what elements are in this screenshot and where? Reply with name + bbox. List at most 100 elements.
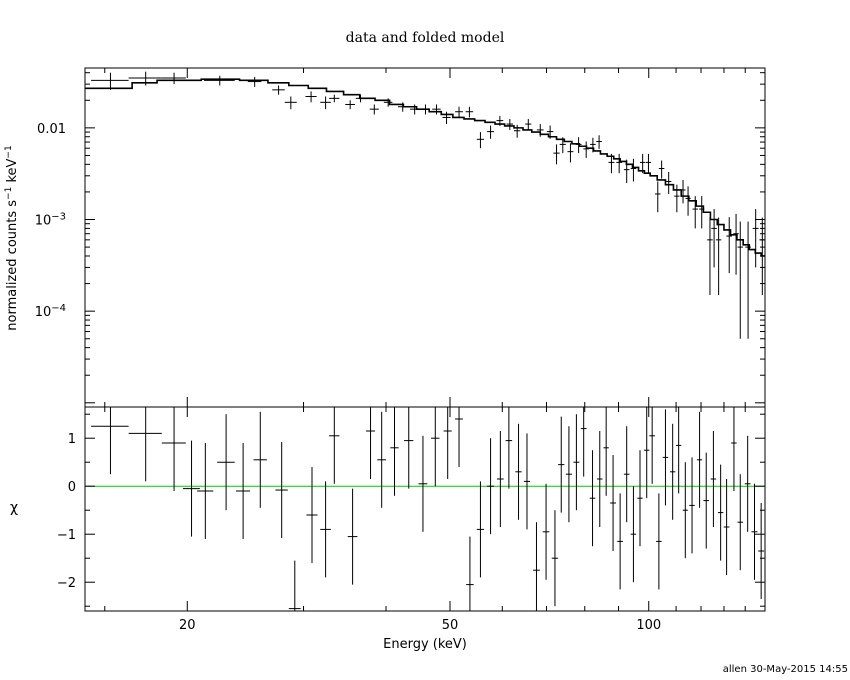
x-tick-label: 20 [179, 618, 196, 633]
residual-point [551, 510, 559, 607]
data-point [442, 111, 451, 125]
data-point [590, 137, 596, 153]
residual-point [365, 407, 376, 479]
residual-point [431, 407, 440, 487]
residual-point [723, 479, 730, 575]
residual-point [744, 435, 751, 532]
residual-point [670, 423, 676, 520]
bottom-y-tick-label: 0 [68, 480, 76, 495]
data-point [630, 158, 637, 182]
data-point [752, 209, 759, 268]
residual-point [533, 522, 540, 611]
bottom-x-ticks: 20 50 100 [104, 407, 766, 633]
data-point [737, 221, 743, 339]
top-y-ticks: 0.01 10−3 10−4 [35, 72, 765, 408]
residual-point [455, 407, 463, 467]
residual-point [253, 411, 267, 508]
tick-exponent: −4 [51, 303, 66, 314]
residual-point [610, 455, 616, 551]
residual-point [235, 443, 251, 539]
residual-point [306, 467, 318, 563]
residual-points [91, 407, 765, 611]
data-point [305, 91, 317, 103]
data-point [247, 76, 262, 87]
residual-point [320, 481, 331, 578]
data-point [487, 125, 495, 139]
bottom-plot-frame [84, 406, 766, 612]
residual-point [662, 409, 669, 506]
data-point [608, 153, 615, 174]
bottom-y-axis-label: χ [10, 500, 18, 516]
x-axis-label: Energy (keV) [383, 637, 467, 652]
data-point [692, 196, 698, 229]
data-point [699, 196, 705, 229]
data-point [715, 217, 722, 296]
data-points [91, 71, 765, 339]
data-point [455, 106, 463, 118]
residual-panel: 1 0 −1 −2 20 50 100 χ Energy (keV) [10, 406, 766, 652]
residual-point [329, 407, 340, 484]
residual-point [603, 407, 609, 496]
x-tick-label: 100 [636, 618, 661, 633]
data-point [759, 217, 765, 296]
spectrum-panel: 0.01 10−3 10−4 normalized counts s−1 keV−1 [4, 67, 766, 408]
residual-point [128, 407, 162, 482]
data-point [546, 125, 554, 139]
residual-point [288, 560, 301, 611]
residual-point [476, 481, 485, 578]
x-tick-label: 50 [442, 618, 459, 633]
residual-point [689, 457, 695, 554]
data-point [583, 141, 590, 158]
residual-point [623, 426, 630, 523]
data-point [369, 104, 379, 115]
residual-point [580, 407, 587, 477]
data-point [421, 104, 430, 115]
residual-point [710, 431, 717, 527]
data-point [329, 94, 340, 103]
residual-point [717, 464, 724, 561]
data-point [645, 153, 652, 174]
data-point [616, 153, 623, 174]
residual-point [617, 493, 623, 590]
data-point [203, 75, 235, 86]
residual-point [589, 450, 596, 547]
data-point [711, 209, 717, 268]
data-point [665, 171, 672, 194]
data-point [397, 102, 408, 112]
data-point [506, 118, 514, 130]
data-point [559, 137, 566, 154]
data-point [161, 72, 186, 85]
residual-point [377, 411, 387, 508]
residual-point [573, 414, 580, 511]
residual-point [275, 442, 288, 539]
top-y-axis-label: normalized counts s−1 keV−1 [4, 145, 20, 330]
residual-point [404, 407, 414, 489]
data-point [91, 72, 129, 90]
data-point [284, 96, 297, 110]
data-point [496, 115, 504, 126]
residual-point [682, 462, 688, 559]
residual-point [565, 426, 572, 523]
data-point [680, 179, 686, 204]
data-point [465, 106, 474, 118]
residual-point [751, 483, 758, 580]
residual-point [496, 431, 504, 527]
data-point [355, 94, 366, 103]
top-y-tick-label: 10−3 [35, 211, 66, 229]
residual-point [161, 407, 186, 491]
residual-point [597, 431, 603, 527]
residual-point [758, 503, 765, 599]
residual-point [182, 440, 200, 537]
bottom-y-tick-label: 1 [68, 432, 76, 447]
residual-point [649, 407, 655, 484]
residual-point [676, 407, 682, 494]
residual-point [630, 486, 637, 583]
residual-point [737, 474, 743, 571]
bottom-y-ticks: 1 0 −1 −2 [57, 413, 765, 607]
data-point [640, 153, 646, 174]
data-point [345, 100, 356, 110]
residual-point [217, 414, 235, 511]
data-point [674, 184, 680, 213]
residual-point [542, 483, 550, 580]
